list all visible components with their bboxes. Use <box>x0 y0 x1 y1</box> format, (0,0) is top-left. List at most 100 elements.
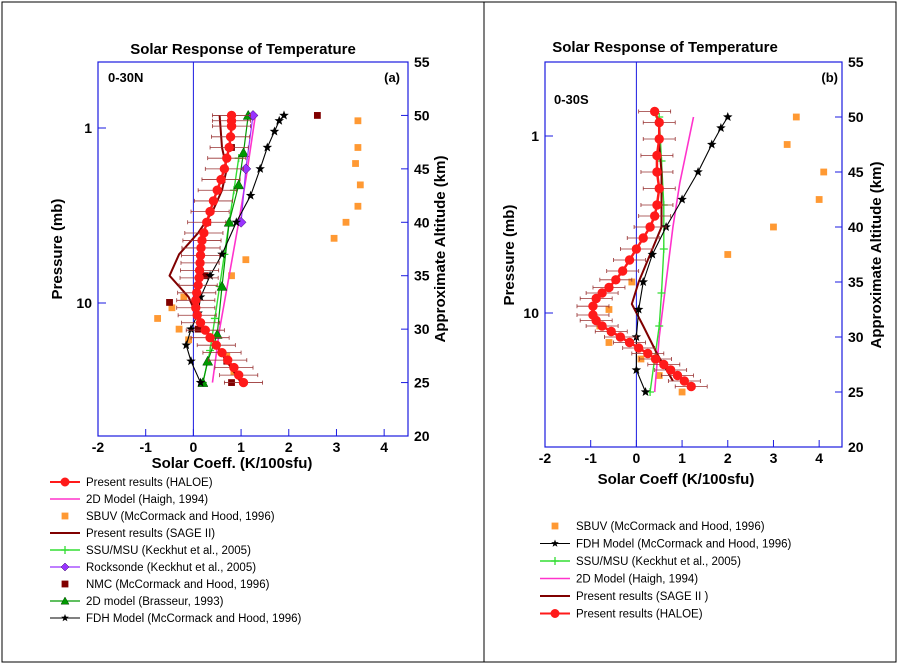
x-tick-label: -2 <box>539 450 552 466</box>
legend-marker <box>551 610 559 618</box>
haloe-point <box>220 165 228 173</box>
panel-a-y-axis-label: Pressure (mb) <box>49 199 66 300</box>
legend-item: SSU/MSU (Keckhut et al., 2005) <box>50 545 251 557</box>
x-tick-label: 3 <box>770 450 778 466</box>
legend-marker <box>551 540 559 547</box>
panel-b-panel-label: (b) <box>821 70 838 85</box>
y2-tick-label: 25 <box>848 384 864 400</box>
legend-marker <box>551 557 559 565</box>
legend-item: SSU/MSU (Keckhut et al., 2005) <box>540 556 741 568</box>
panel-a-panel-label: (a) <box>384 70 400 85</box>
legend-label: 2D Model (Haigh, 1994) <box>86 494 208 506</box>
legend-item: Present results (SAGE II ) <box>540 591 708 603</box>
legend-marker <box>552 523 559 530</box>
legend-marker <box>61 614 69 621</box>
legend-item: Present results (SAGE II) <box>50 528 215 540</box>
panel-a-x-axis-label: Solar Coeff. (K/100sfu) <box>152 455 313 472</box>
sbuv-point <box>679 389 686 396</box>
panel-b-title: Solar Response of Temperature <box>552 39 778 56</box>
haloe-point <box>203 218 211 226</box>
panel-a-y-tick-label: 10 <box>76 295 92 311</box>
haloe-point <box>225 143 233 151</box>
legend-label: NMC (McCormack and Hood, 1996) <box>86 579 270 591</box>
haloe-point <box>193 289 201 297</box>
haloe-point <box>650 107 658 115</box>
legend-label: SBUV (McCormack and Hood, 1996) <box>86 511 275 523</box>
y2-tick-label: 30 <box>414 321 430 337</box>
sbuv-point <box>242 256 249 263</box>
legend-marker <box>61 478 69 486</box>
panel-a: Solar Response of Temperature 0-30N (a) … <box>49 41 449 625</box>
haloe-point <box>632 245 640 253</box>
x-tick-label: 1 <box>237 439 245 455</box>
haloe-point <box>607 327 615 335</box>
haloe-point <box>639 234 647 242</box>
haloe-point <box>653 168 661 176</box>
legend-label: Rocksonde (Keckhut et al., 2005) <box>86 562 256 574</box>
legend-label: FDH Model (McCormack and Hood, 1996) <box>576 539 792 551</box>
legend-label: SBUV (McCormack and Hood, 1996) <box>576 521 765 533</box>
haloe-point <box>206 207 214 215</box>
x-tick-label: 0 <box>632 450 640 466</box>
haloe-point <box>201 326 209 334</box>
sbuv-point <box>793 114 800 121</box>
haloe-point <box>209 197 217 205</box>
panel-b-y-tick-label: 10 <box>523 305 539 321</box>
y2-tick-label: 55 <box>414 54 430 70</box>
haloe-point <box>655 118 663 126</box>
y2-tick-label: 40 <box>848 219 864 235</box>
sbuv-point <box>355 117 362 124</box>
panel-a-legend: Present results (HALOE) 2D Model (Haigh, … <box>50 477 302 625</box>
haloe-point <box>200 229 208 237</box>
legend-item: 2D model (Brasseur, 1993) <box>50 596 224 608</box>
haloe-point <box>212 341 220 349</box>
legend-label: 2D Model (Haigh, 1994) <box>576 574 698 586</box>
y2-tick-label: 45 <box>848 164 864 180</box>
haloe-point <box>616 333 624 341</box>
y2-tick-label: 40 <box>414 214 430 230</box>
sbuv-point <box>816 196 823 203</box>
sbuv-point <box>176 326 183 333</box>
haloe-point <box>193 311 201 319</box>
sbuv-point <box>784 141 791 148</box>
panel-b-x-axis-label: Solar Coeff (K/100sfu) <box>598 471 755 488</box>
legend-label: Present results (SAGE II) <box>86 528 215 540</box>
legend-marker <box>62 513 69 520</box>
legend-label: Present results (HALOE) <box>576 609 703 621</box>
sbuv-point <box>331 235 338 242</box>
sbuv-point <box>357 181 364 188</box>
haloe-point <box>589 302 597 310</box>
haloe-point <box>625 338 633 346</box>
legend-marker <box>61 563 69 571</box>
haloe-point <box>618 267 626 275</box>
y2-tick-label: 50 <box>848 109 864 125</box>
y2-tick-label: 30 <box>848 329 864 345</box>
haloe-point <box>634 344 642 352</box>
y2-tick-label: 35 <box>414 268 430 284</box>
y2-tick-label: 20 <box>848 439 864 455</box>
haloe-point <box>217 175 225 183</box>
legend-label: 2D model (Brasseur, 1993) <box>86 596 224 608</box>
legend-marker <box>61 546 69 554</box>
haloe-point <box>230 363 238 371</box>
haloe-point <box>653 151 661 159</box>
legend-item: FDH Model (McCormack and Hood, 1996) <box>540 539 792 551</box>
x-tick-label: -1 <box>584 450 597 466</box>
haloe-point <box>655 135 663 143</box>
panel-b-legend: SBUV (McCormack and Hood, 1996) FDH Model… <box>540 521 792 621</box>
haloe-point <box>651 355 659 363</box>
nmc-point <box>166 299 173 306</box>
x-tick-label: -2 <box>92 439 105 455</box>
panel-a-title: Solar Response of Temperature <box>130 41 356 58</box>
y2-tick-label: 20 <box>414 428 430 444</box>
legend-item: SBUV (McCormack and Hood, 1996) <box>552 521 765 533</box>
sbuv-point <box>606 339 613 346</box>
haloe-point <box>660 360 668 368</box>
x-tick-label: 4 <box>815 450 823 466</box>
haloe-point <box>650 212 658 220</box>
legend-label: FDH Model (McCormack and Hood, 1996) <box>86 613 302 625</box>
legend-label: Present results (HALOE) <box>86 477 213 489</box>
legend-item: Rocksonde (Keckhut et al., 2005) <box>50 562 256 574</box>
panel-b: Solar Response of Temperature 0-30S (b) … <box>501 39 885 621</box>
